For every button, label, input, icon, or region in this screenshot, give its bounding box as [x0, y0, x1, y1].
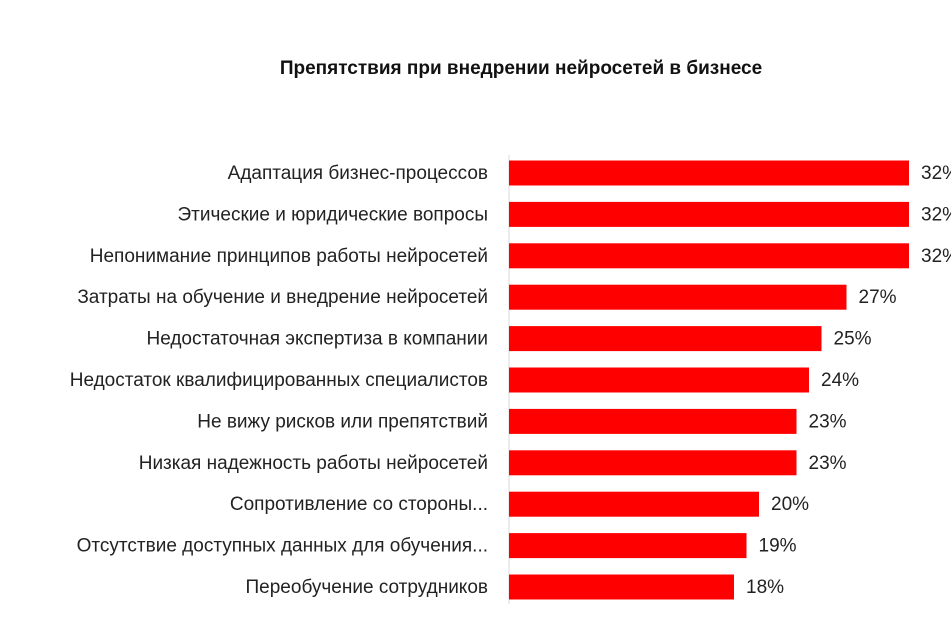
value-label-4: 27% [859, 287, 897, 308]
value-labels-group: 32%32%32%27%25%24%23%23%20%19%18% [746, 163, 951, 598]
category-label-4: Затраты на обучение и внедрение нейросет… [77, 287, 488, 308]
bar-2 [509, 201, 909, 227]
bar-10 [509, 533, 747, 559]
category-label-6: Недостаток квалифицированных специалисто… [70, 370, 488, 391]
value-label-10: 19% [759, 536, 797, 557]
category-labels-group: Адаптация бизнес-процессов Этические и юр… [70, 163, 488, 598]
bar-7 [509, 408, 797, 434]
category-label-2: Этические и юридические вопросы [178, 204, 489, 225]
category-label-8: Низкая надежность работы нейросетей [139, 453, 488, 474]
value-label-9: 20% [771, 494, 809, 515]
chart-title: Препятствия при внедрении нейросетей в б… [279, 58, 763, 79]
category-label-5: Недостаточная экспертиза в компании [146, 329, 488, 350]
bar-6 [509, 367, 809, 393]
category-label-7: Не вижу рисков или препятствий [197, 411, 488, 432]
value-label-3: 32% [921, 246, 951, 267]
value-label-6: 24% [821, 370, 859, 391]
value-label-1: 32% [921, 163, 951, 184]
category-label-3: Непонимание принципов работы нейросетей [90, 246, 488, 267]
bar-5 [509, 326, 822, 352]
bar-8 [509, 450, 797, 476]
value-label-11: 18% [746, 577, 784, 598]
bar-4 [509, 284, 847, 310]
value-label-5: 25% [834, 329, 872, 350]
category-label-9: Сопротивление со стороны... [230, 494, 488, 515]
category-label-11: Переобучение сотрудников [246, 577, 488, 598]
bars-group [509, 160, 909, 600]
value-label-2: 32% [921, 204, 951, 225]
value-label-7: 23% [809, 411, 847, 432]
bar-3 [509, 243, 909, 269]
category-label-10: Отсутствие доступных данных для обучения… [77, 536, 488, 557]
bar-1 [509, 160, 909, 186]
bar-11 [509, 574, 734, 600]
bar-9 [509, 491, 759, 517]
value-label-8: 23% [809, 453, 847, 474]
category-label-1: Адаптация бизнес-процессов [228, 163, 488, 184]
